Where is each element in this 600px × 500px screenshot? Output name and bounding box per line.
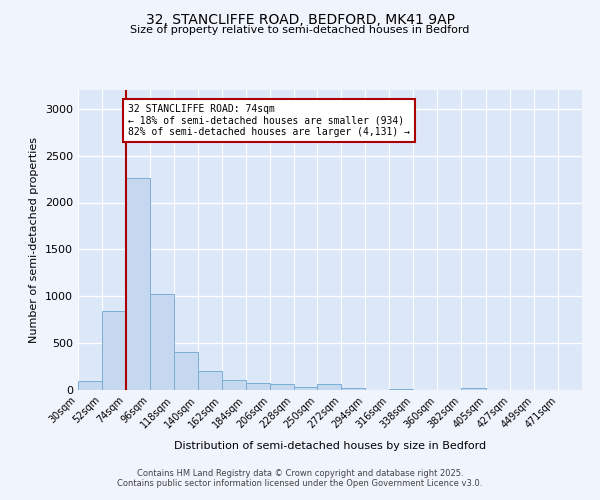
Bar xyxy=(341,388,365,390)
Text: Size of property relative to semi-detached houses in Bedford: Size of property relative to semi-detach… xyxy=(130,25,470,35)
X-axis label: Distribution of semi-detached houses by size in Bedford: Distribution of semi-detached houses by … xyxy=(174,441,486,451)
Bar xyxy=(317,384,341,390)
Bar xyxy=(174,352,198,390)
Bar xyxy=(461,388,486,390)
Bar xyxy=(221,380,245,390)
Bar xyxy=(102,311,126,390)
Text: 32 STANCLIFFE ROAD: 74sqm
← 18% of semi-detached houses are smaller (934)
82% of: 32 STANCLIFFE ROAD: 74sqm ← 18% of semi-… xyxy=(128,104,410,138)
Bar xyxy=(293,386,317,390)
Bar xyxy=(245,382,269,390)
Text: Contains HM Land Registry data © Crown copyright and database right 2025.: Contains HM Land Registry data © Crown c… xyxy=(137,468,463,477)
Bar xyxy=(126,178,150,390)
Y-axis label: Number of semi-detached properties: Number of semi-detached properties xyxy=(29,137,40,343)
Text: Contains public sector information licensed under the Open Government Licence v3: Contains public sector information licen… xyxy=(118,478,482,488)
Bar xyxy=(150,294,174,390)
Bar xyxy=(389,389,413,390)
Text: 32, STANCLIFFE ROAD, BEDFORD, MK41 9AP: 32, STANCLIFFE ROAD, BEDFORD, MK41 9AP xyxy=(146,12,455,26)
Bar xyxy=(269,384,293,390)
Bar xyxy=(78,380,102,390)
Bar xyxy=(198,371,221,390)
